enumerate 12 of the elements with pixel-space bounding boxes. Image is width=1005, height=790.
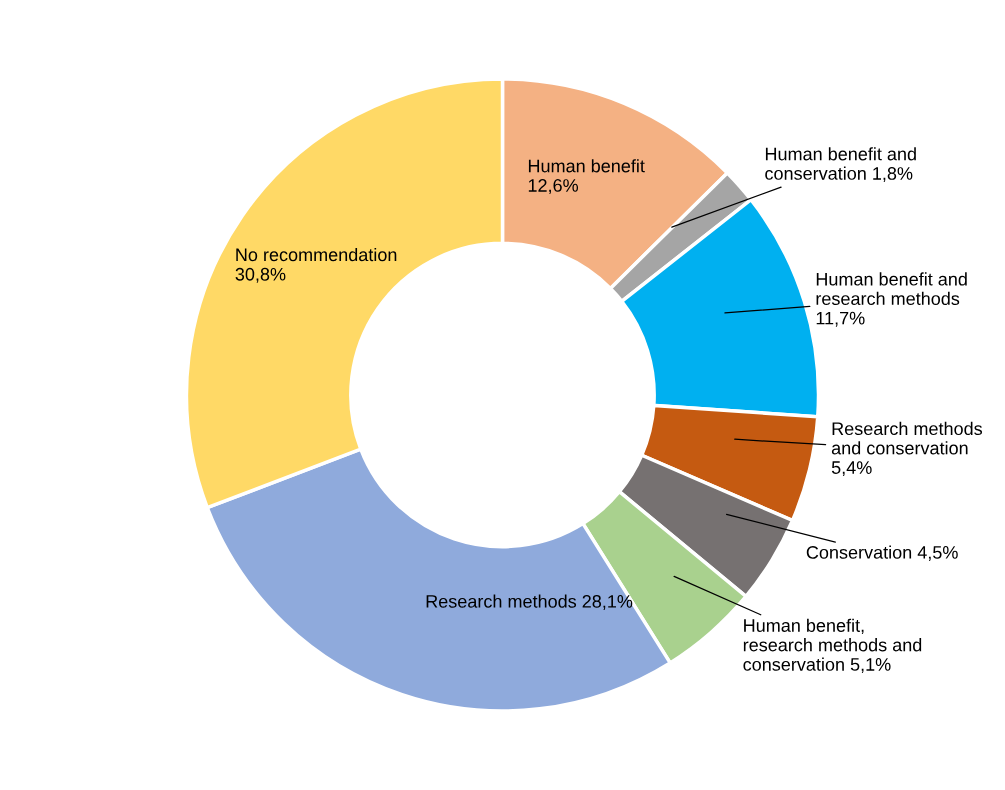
data-label: 30,8% (235, 267, 286, 283)
data-label: 5,4% (831, 461, 872, 477)
slice-label: Human benefit (528, 159, 645, 173)
slice-label: Research methods and conservation (831, 421, 983, 455)
category-label: Research methods 28,1% (426, 594, 633, 610)
slice-label: Conservation 4,5% (806, 545, 958, 561)
slice-label: No recommendation (236, 247, 397, 262)
slice-label: Human benefit and conservation 1,8% (765, 147, 916, 182)
data-label: 11,7% (816, 311, 865, 327)
slice-label: Human benefit and research methods (816, 272, 967, 306)
slice-label: Human benefit, research methods and conservation 5,1% (743, 618, 922, 673)
data-label: 12,6% (528, 179, 579, 194)
